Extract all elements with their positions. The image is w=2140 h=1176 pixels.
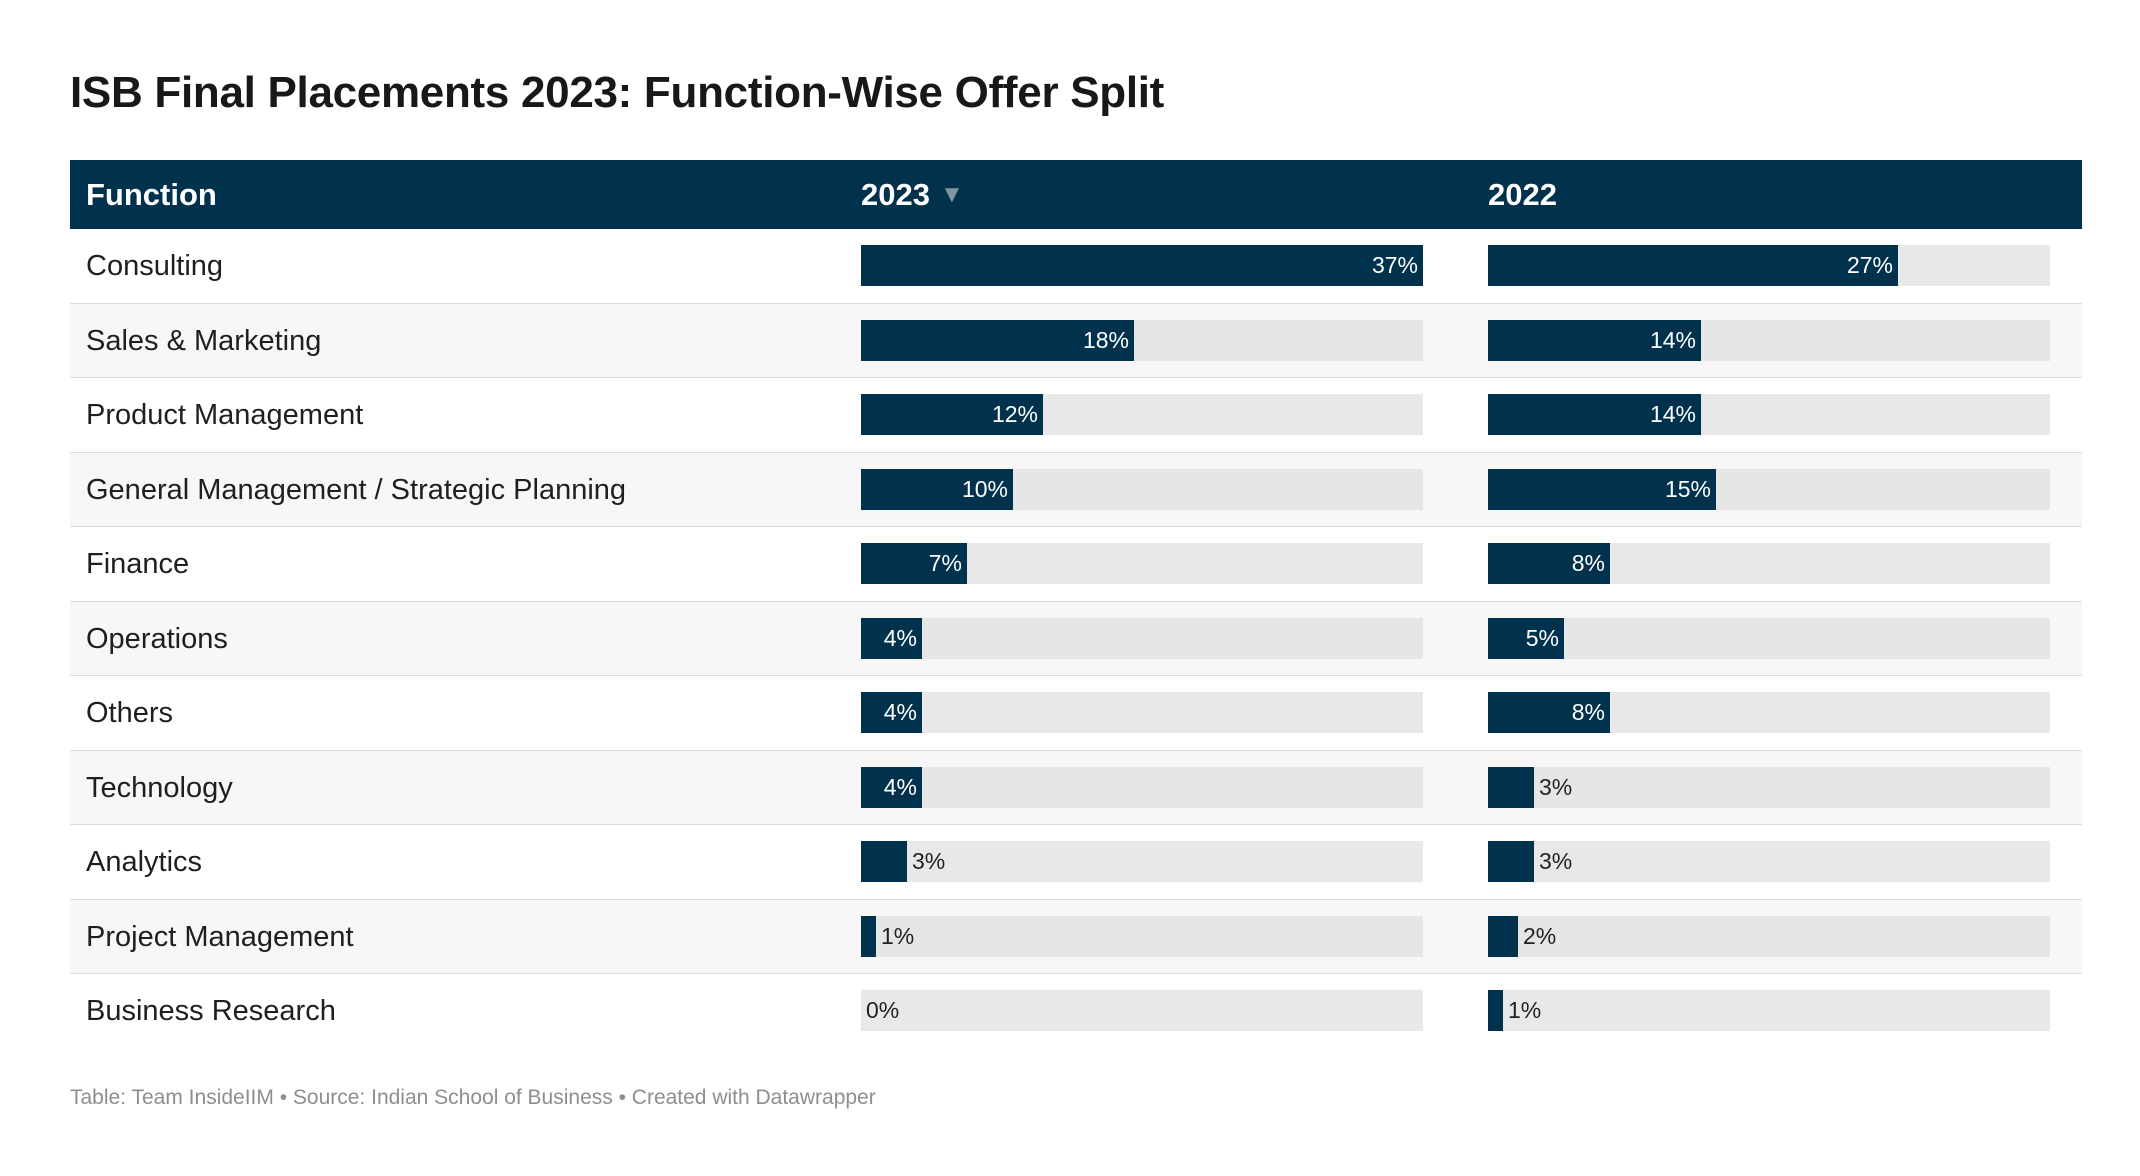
bar-track-2023: 1% — [861, 915, 1423, 957]
table-row: Technology 4% 3% — [70, 750, 2082, 825]
footer-credit: Table: Team InsideIIM • Source: Indian S… — [70, 1086, 876, 1109]
bar-track-2022: 3% — [1488, 841, 2050, 882]
function-label: Technology — [86, 771, 233, 804]
bar-2022 — [1488, 766, 1534, 808]
bar-value-label: 8% — [1571, 699, 1605, 725]
bar-value-label: 4% — [883, 773, 917, 800]
bar-value-label: 8% — [1571, 550, 1605, 576]
bar-2022 — [1488, 841, 1534, 882]
bar-value-label: 1% — [1508, 997, 1542, 1023]
sort-down-icon: ▼ — [939, 181, 964, 209]
function-label: Sales & Marketing — [86, 324, 322, 357]
bar-2022 — [1488, 319, 1701, 361]
bar-value-label: 1% — [881, 922, 915, 949]
bar-track-2023: 3% — [861, 841, 1423, 882]
header-2023-label: 2023 — [861, 177, 930, 212]
table-row: Sales & Marketing 18% 14% — [70, 303, 2082, 378]
bar-value-label: 5% — [1525, 624, 1559, 651]
bar-2022 — [1488, 915, 1518, 957]
bar-track-2022: 27% — [1488, 245, 2050, 286]
bar-2023 — [861, 468, 1013, 510]
header-2023[interactable]: 2023 ▼ — [861, 160, 964, 229]
header-function[interactable]: Function — [86, 177, 217, 212]
bar-track-2022: 14% — [1488, 394, 2050, 435]
bar-track-2022: 2% — [1488, 915, 2050, 957]
bar-2023 — [861, 617, 922, 659]
table-row: General Management / Strategic Planning 1… — [70, 452, 2082, 527]
bar-track-2022: 8% — [1488, 543, 2050, 584]
bar-track-2023: 37% — [861, 245, 1423, 286]
bar-track-2023: 12% — [861, 394, 1423, 435]
bar-value-label: 18% — [1082, 326, 1129, 353]
bar-value-label: 4% — [883, 699, 917, 725]
bar-value-label: 3% — [1539, 848, 1573, 874]
table-row: Finance 7% 8% — [70, 527, 2082, 602]
table-row: Consulting 37% 27% — [70, 229, 2082, 304]
bar-track-2022: 15% — [1488, 468, 2050, 510]
function-label: General Management / Strategic Planning — [86, 473, 627, 506]
bar-2022 — [1488, 468, 1716, 510]
bar-track-2023: 4% — [861, 617, 1423, 659]
bar-2023 — [861, 543, 967, 584]
bar-value-label: 15% — [1664, 475, 1711, 502]
bar-track-2022: 5% — [1488, 617, 2050, 659]
bar-value-label: 37% — [1371, 252, 1418, 278]
table-body: Consulting 37% 27% Sales & Marketing 18% 14% P… — [70, 229, 2082, 1049]
bar-track-2022: 3% — [1488, 766, 2050, 808]
bar-value-label: 4% — [883, 624, 917, 651]
table-row: Analytics 3% 3% — [70, 825, 2082, 900]
bar-2022 — [1488, 394, 1701, 435]
table-row: Project Management 1% 2% — [70, 899, 2082, 974]
bar-value-label: 12% — [991, 401, 1038, 427]
bar-2023 — [861, 245, 1423, 286]
bar-track-2023: 4% — [861, 692, 1423, 733]
function-label: Operations — [86, 622, 228, 655]
bar-2022 — [1488, 617, 1564, 659]
table-row: Business Research 0% 1% — [70, 974, 2082, 1049]
bar-2023 — [861, 915, 876, 957]
function-label: Finance — [86, 548, 190, 580]
bar-track-2023: 4% — [861, 766, 1423, 808]
function-label: Project Management — [86, 920, 354, 953]
function-label: Business Research — [86, 995, 336, 1027]
function-label: Product Management — [86, 399, 364, 431]
bar-value-label: 14% — [1649, 401, 1696, 427]
bar-track-2022: 14% — [1488, 319, 2050, 361]
bar-value-label: 3% — [912, 848, 946, 874]
chart-title: ISB Final Placements 2023: Function-Wise… — [70, 68, 1165, 117]
function-label: Others — [86, 697, 174, 729]
bar-value-label: 14% — [1649, 326, 1696, 353]
function-label: Analytics — [86, 846, 203, 878]
table-row: Product Management 12% 14% — [70, 378, 2082, 453]
bar-track-2023: 18% — [861, 319, 1423, 361]
function-label: Consulting — [86, 250, 224, 282]
bar-2023 — [861, 692, 922, 733]
bar-2023 — [861, 319, 1134, 361]
bar-2023 — [861, 394, 1043, 435]
bar-value-label: 10% — [961, 475, 1008, 502]
data-table: Function 2023 ▼ 2022 Consulting 37% 27% Sale… — [70, 160, 2082, 1049]
bar-track-2023: 7% — [861, 543, 1423, 584]
bar-2023 — [861, 766, 922, 808]
header-2022[interactable]: 2022 — [1488, 177, 1557, 212]
bar-value-label: 0% — [866, 997, 900, 1023]
bar-2023 — [861, 841, 907, 882]
bar-2022 — [1488, 692, 1610, 733]
bar-track-2023: 0% — [861, 990, 1423, 1031]
table-header: Function 2023 ▼ 2022 — [70, 160, 2082, 229]
bar-2022 — [1488, 245, 1898, 286]
bar-2022 — [1488, 990, 1503, 1031]
bar-value-label: 2% — [1523, 922, 1557, 949]
bar-value-label: 7% — [928, 550, 962, 576]
table-row: Operations 4% 5% — [70, 601, 2082, 676]
table-row: Others 4% 8% — [70, 676, 2082, 751]
bar-track-2022: 1% — [1488, 990, 2050, 1031]
bar-value-label: 3% — [1539, 773, 1573, 800]
bar-value-label: 27% — [1846, 252, 1893, 278]
bar-track-2023: 10% — [861, 468, 1423, 510]
bar-2022 — [1488, 543, 1610, 584]
bar-track-2022: 8% — [1488, 692, 2050, 733]
